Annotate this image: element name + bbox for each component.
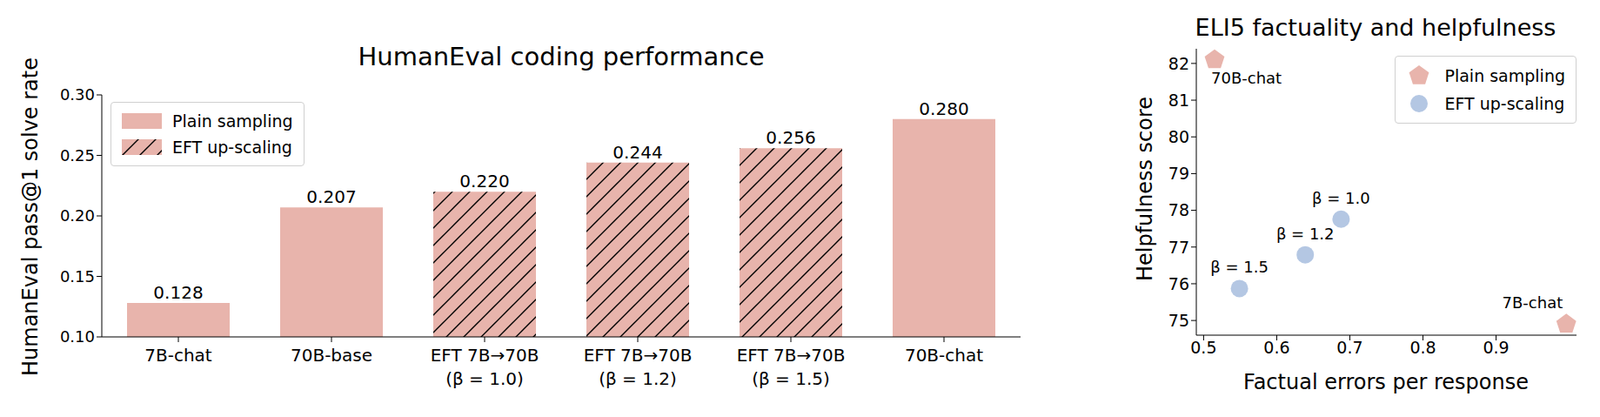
html-text:EFT up-scaling: EFT up-scaling (172, 137, 293, 157)
svg-text:0.256: 0.256 (765, 127, 816, 148)
svg-text:70B-chat: 70B-chat (1211, 68, 1282, 88)
svg-text:0.7: 0.7 (1336, 337, 1363, 357)
html-text:Plain sampling: Plain sampling (1444, 66, 1566, 86)
svg-text:70B-chat: 70B-chat (904, 344, 984, 366)
svg-text:0.9: 0.9 (1482, 337, 1509, 357)
svg-text:76: 76 (1168, 274, 1190, 294)
svg-text:0.25: 0.25 (60, 146, 95, 165)
svg-text:81: 81 (1168, 90, 1190, 110)
svg-text:0.10: 0.10 (60, 327, 95, 346)
svg-text:0.207: 0.207 (306, 186, 356, 208)
html-text:EFT up-scaling: EFT up-scaling (1444, 93, 1565, 114)
svg-text:0.244: 0.244 (612, 141, 663, 163)
svg-text:EFT 7B→70B(β = 1.0): EFT 7B→70B(β = 1.0) (430, 344, 540, 389)
svg-text:β = 1.0: β = 1.0 (1312, 188, 1371, 208)
svg-text:78: 78 (1168, 200, 1190, 220)
svg-text:7B-chat: 7B-chat (144, 344, 213, 366)
svg-text:7B-chat: 7B-chat (1502, 293, 1564, 312)
svg-text:0.220: 0.220 (459, 170, 509, 192)
svg-text:75: 75 (1168, 310, 1190, 330)
svg-text:0.8: 0.8 (1409, 337, 1436, 357)
svg-text:0.128: 0.128 (153, 281, 203, 303)
svg-text:0.30: 0.30 (60, 85, 95, 104)
svg-text:EFT 7B→70B(β = 1.2): EFT 7B→70B(β = 1.2) (583, 344, 693, 389)
svg-text:0.20: 0.20 (60, 206, 95, 225)
svg-text:0.5: 0.5 (1190, 337, 1217, 357)
svg-text:0.6: 0.6 (1263, 337, 1290, 357)
svg-text:β = 1.5: β = 1.5 (1210, 257, 1269, 276)
svg-text:80: 80 (1168, 127, 1190, 147)
svg-text:79: 79 (1168, 163, 1190, 183)
html-text:HumanEval pass@1 solve rate: HumanEval pass@1 solve rate (18, 57, 43, 376)
html-text:HumanEval coding performance: HumanEval coding performance (358, 41, 765, 72)
html-text:Helpfulness score: Helpfulness score (1132, 96, 1158, 282)
html-text:Plain sampling: Plain sampling (172, 111, 293, 131)
html-text:ELI5 factuality and helpfulnes: ELI5 factuality and helpfulness (1195, 13, 1556, 41)
svg-text:0.15: 0.15 (60, 267, 95, 286)
svg-text:82: 82 (1168, 53, 1190, 74)
svg-text:β = 1.2: β = 1.2 (1276, 224, 1335, 243)
svg-text:EFT 7B→70B(β = 1.5): EFT 7B→70B(β = 1.5) (736, 344, 846, 389)
svg-text:0.280: 0.280 (918, 98, 969, 120)
html-text:Factual errors per response: Factual errors per response (1243, 369, 1529, 395)
svg-text:70B-base: 70B-base (290, 344, 373, 366)
svg-text:77: 77 (1168, 237, 1190, 257)
